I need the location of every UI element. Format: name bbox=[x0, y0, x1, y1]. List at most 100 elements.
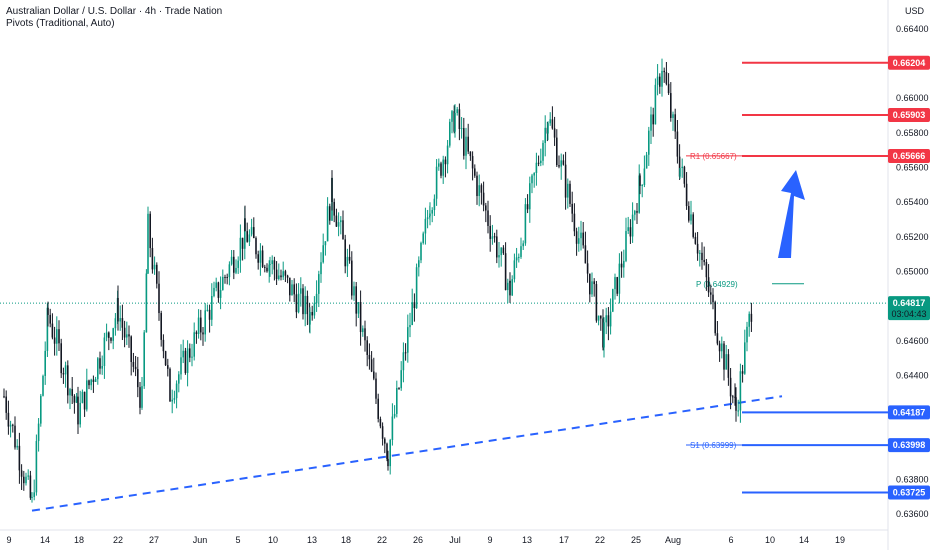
candle-body bbox=[438, 163, 440, 167]
candle-body bbox=[696, 243, 699, 254]
candle-body bbox=[547, 123, 549, 134]
candle-body bbox=[222, 276, 224, 290]
candle-body bbox=[542, 142, 544, 161]
candle-body bbox=[64, 365, 67, 375]
candle-body bbox=[407, 327, 409, 353]
candle-body bbox=[384, 438, 386, 444]
y-tick-label: 0.65200 bbox=[896, 232, 929, 242]
candle-body bbox=[444, 159, 447, 165]
level-price-text: 0.64187 bbox=[893, 407, 926, 417]
candle-body bbox=[92, 379, 95, 382]
candle-body bbox=[623, 260, 625, 268]
candle-body bbox=[90, 379, 92, 386]
candle-body bbox=[389, 439, 391, 467]
candle-body bbox=[318, 274, 320, 294]
candle-body bbox=[215, 282, 217, 288]
candle-body bbox=[524, 204, 527, 244]
candle-body bbox=[707, 277, 710, 293]
candle-body bbox=[62, 373, 65, 375]
candle-body bbox=[681, 166, 683, 169]
candle-body bbox=[184, 350, 187, 373]
candle-body bbox=[540, 160, 542, 164]
candle-body bbox=[518, 256, 520, 258]
x-tick-label: Aug bbox=[665, 535, 681, 545]
y-tick-label: 0.64400 bbox=[896, 370, 929, 380]
candle-body bbox=[471, 156, 474, 169]
candle-body bbox=[121, 318, 124, 328]
candle-body bbox=[580, 232, 582, 239]
candle-body bbox=[584, 245, 587, 264]
candle-body bbox=[703, 260, 705, 263]
candle-body bbox=[344, 239, 346, 267]
candle-body bbox=[562, 160, 565, 165]
candle-body bbox=[248, 234, 251, 242]
candle-body bbox=[264, 266, 266, 268]
candle-body bbox=[158, 283, 160, 314]
candle-body bbox=[189, 348, 191, 358]
candle-body bbox=[750, 313, 753, 322]
candle-body bbox=[482, 192, 485, 206]
candle-body bbox=[271, 260, 273, 265]
pivot-label: S1 (0.63999) bbox=[690, 441, 737, 450]
candle-body bbox=[415, 267, 418, 309]
candle-body bbox=[180, 357, 182, 375]
candle-body bbox=[509, 280, 511, 296]
candle-body bbox=[665, 72, 668, 84]
candle-body bbox=[641, 184, 643, 186]
candle-body bbox=[219, 289, 222, 298]
candle-body bbox=[141, 386, 143, 408]
candle-body bbox=[544, 127, 546, 143]
candle-body bbox=[186, 348, 189, 373]
candle-body bbox=[200, 317, 202, 333]
candle-body bbox=[533, 172, 535, 176]
candle-body bbox=[71, 389, 73, 396]
candle-body bbox=[463, 128, 465, 156]
candle-body bbox=[746, 326, 748, 343]
y-tick-label: 0.65000 bbox=[896, 266, 929, 276]
candle-body bbox=[732, 396, 734, 398]
candle-body bbox=[449, 121, 451, 146]
candle-body bbox=[489, 225, 491, 239]
y-tick-label: 0.63800 bbox=[896, 474, 929, 484]
candle-body bbox=[110, 337, 112, 341]
candle-body bbox=[143, 332, 145, 387]
candle-body bbox=[282, 271, 284, 278]
candle-body bbox=[487, 210, 489, 226]
chart-title: Australian Dollar / U.S. Dollar · 4h · T… bbox=[6, 6, 223, 17]
candle-body bbox=[14, 425, 16, 448]
candle-body bbox=[27, 475, 29, 477]
candle-body bbox=[575, 231, 578, 244]
candle-body bbox=[634, 211, 636, 215]
candle-body bbox=[329, 206, 331, 221]
candle-body bbox=[259, 250, 262, 263]
candle-body bbox=[108, 332, 110, 338]
candle-body bbox=[442, 159, 444, 176]
candle-body bbox=[420, 242, 422, 261]
candle-body bbox=[578, 238, 580, 244]
candle-body bbox=[409, 325, 411, 328]
candle-body bbox=[515, 257, 518, 261]
candle-body bbox=[3, 396, 5, 398]
candle-body bbox=[197, 317, 200, 335]
candle-body bbox=[748, 313, 750, 327]
candle-body bbox=[326, 206, 329, 242]
level-price-text: 0.63998 bbox=[893, 440, 926, 450]
candle-body bbox=[511, 279, 513, 296]
y-tick-label: 0.65600 bbox=[896, 162, 929, 172]
candle-body bbox=[435, 166, 438, 199]
candle-body bbox=[211, 296, 213, 320]
candle-body bbox=[683, 166, 686, 184]
candle-body bbox=[114, 318, 117, 329]
candle-body bbox=[502, 247, 505, 254]
candle-body bbox=[725, 354, 727, 370]
candle-body bbox=[51, 323, 54, 338]
candle-body bbox=[94, 379, 97, 382]
candle-body bbox=[291, 284, 293, 296]
x-tick-label: 18 bbox=[74, 535, 84, 545]
x-tick-label: 5 bbox=[235, 535, 240, 545]
candle-body bbox=[734, 396, 736, 398]
candle-body bbox=[513, 260, 516, 280]
candle-body bbox=[49, 314, 51, 324]
candle-body bbox=[217, 282, 220, 298]
